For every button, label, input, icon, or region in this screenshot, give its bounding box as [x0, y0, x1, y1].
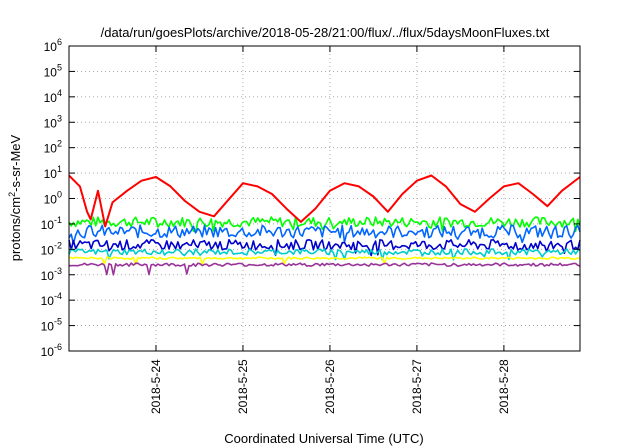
y-tick-label: 10-5	[41, 317, 62, 334]
y-tick-label: 10-3	[41, 266, 62, 283]
y-tick-exponent: 3	[57, 113, 62, 123]
x-tick-label: 2018-5-26	[323, 359, 337, 414]
y-tick-base: 10	[44, 167, 58, 181]
x-axis-label: Coordinated Universal Time (UTC)	[224, 431, 423, 446]
y-tick-label: 102	[44, 139, 62, 156]
y-tick-label: 100	[44, 190, 62, 207]
y-tick-label: 104	[44, 88, 62, 105]
series-layer	[68, 174, 581, 276]
y-tick-exponent: 6	[57, 37, 62, 47]
flux-band-line	[68, 224, 581, 245]
y-tick-exponent: -3	[54, 266, 62, 276]
y-tick-base: 10	[41, 218, 55, 232]
y-tick-exponent: 5	[57, 62, 62, 72]
x-tick-label: 2018-5-25	[236, 359, 250, 414]
series-line	[68, 174, 581, 228]
y-tick-base: 10	[44, 65, 58, 79]
y-tick-base: 10	[41, 294, 55, 308]
x-tick-labels: 2018-5-24 2018-5-25 2018-5-26 2018-5-27 2018…	[149, 359, 511, 414]
y-tick-exponent: -6	[54, 342, 62, 352]
y-axis-label: protons/cm2-s-sr-MeV	[7, 134, 23, 261]
y-tick-exponent: 0	[57, 190, 62, 200]
chart-title: /data/run/goesPlots/archive/2018-05-28/2…	[101, 25, 550, 40]
y-tick-label: 105	[44, 62, 62, 79]
y-tick-base: 10	[44, 193, 58, 207]
y-tick-base: 10	[41, 320, 55, 334]
y-tick-label: 106	[44, 37, 62, 54]
x-tick-label: 2018-5-24	[149, 359, 163, 414]
x-tick-label: 2018-5-28	[497, 359, 511, 414]
y-tick-base: 10	[41, 243, 55, 257]
y-tick-base: 10	[41, 345, 55, 359]
y-tick-base: 10	[44, 40, 58, 54]
y-tick-exponent: -2	[54, 240, 62, 250]
y-tick-label: 103	[44, 113, 62, 130]
y-axis-label-prefix: protons/cm	[8, 197, 23, 261]
ticks	[69, 45, 580, 352]
x-tick-label: 2018-5-27	[410, 359, 424, 414]
y-tick-label: 101	[44, 164, 62, 181]
y-tick-label: 10-2	[41, 240, 62, 257]
y-tick-exponent: 2	[57, 139, 62, 149]
y-tick-base: 10	[44, 91, 58, 105]
y-tick-label: 10-6	[41, 342, 62, 359]
y-tick-labels: 10-610-510-410-310-210-11001011021031041…	[41, 37, 62, 359]
y-tick-exponent: 4	[57, 88, 62, 98]
y-tick-exponent: -5	[54, 317, 62, 327]
y-tick-exponent: -1	[54, 215, 62, 225]
y-tick-base: 10	[44, 116, 58, 130]
y-tick-exponent: -4	[54, 291, 62, 301]
flux-band-line	[68, 256, 580, 266]
y-axis-label-superscript: 2	[7, 192, 17, 197]
flux-band-line	[69, 262, 581, 276]
y-tick-exponent: 1	[57, 164, 62, 174]
y-axis-label-suffix: -s-sr-MeV	[8, 134, 23, 191]
y-tick-base: 10	[41, 269, 55, 283]
y-tick-base: 10	[44, 142, 58, 156]
y-tick-label: 10-1	[41, 215, 62, 232]
y-tick-label: 10-4	[41, 291, 62, 308]
grid	[69, 46, 580, 351]
flux-band-line	[68, 248, 581, 261]
